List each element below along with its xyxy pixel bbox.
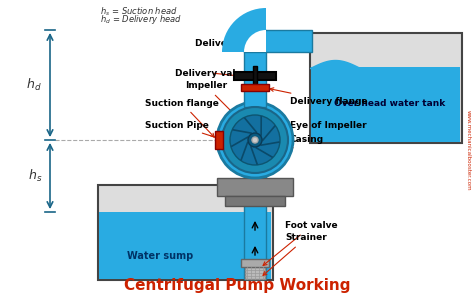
Bar [244,30,266,107]
Bar [217,178,293,196]
Text: Delivery pipe: Delivery pipe [195,38,263,48]
Text: h$_s$ = Suction head: h$_s$ = Suction head [100,5,178,18]
Text: h$_s$: h$_s$ [27,168,42,184]
Wedge shape [244,30,266,52]
Circle shape [217,102,293,178]
Bar [244,157,266,187]
Text: Suction flange: Suction flange [145,99,219,137]
Text: Delivery flange: Delivery flange [270,88,368,105]
Bar [244,30,312,52]
Bar [253,66,257,86]
Circle shape [222,107,288,173]
Text: Over head water tank: Over head water tank [334,99,446,108]
Text: Water sump: Water sump [127,251,193,261]
Text: Foot valve: Foot valve [263,221,337,266]
Circle shape [252,137,258,143]
Bar [310,33,462,143]
Bar [215,131,223,149]
Bar [311,66,461,142]
Text: Centrifugal Pump Working: Centrifugal Pump Working [124,278,350,293]
Bar [219,129,271,151]
Bar [241,259,269,267]
Bar [98,185,273,280]
Text: Casing: Casing [289,136,324,148]
Wedge shape [222,8,266,52]
Text: Eye of Impeller: Eye of Impeller [266,122,366,138]
Bar [245,267,265,279]
Bar [234,72,276,80]
Bar [100,212,272,279]
Text: Impeller: Impeller [185,81,247,127]
Bar [225,196,285,206]
Text: Suction Pipe: Suction Pipe [145,120,251,149]
Bar [244,194,266,279]
Text: h$_d$: h$_d$ [27,77,42,93]
Text: Strainer: Strainer [263,234,327,275]
Circle shape [248,133,262,147]
Text: Delivery valve: Delivery valve [175,69,247,78]
Text: www.mechanicalbooster.com: www.mechanicalbooster.com [465,110,471,190]
Circle shape [230,115,280,165]
Wedge shape [244,30,266,52]
Text: h$_d$ = Delivery head: h$_d$ = Delivery head [100,13,182,26]
Bar [241,84,269,91]
